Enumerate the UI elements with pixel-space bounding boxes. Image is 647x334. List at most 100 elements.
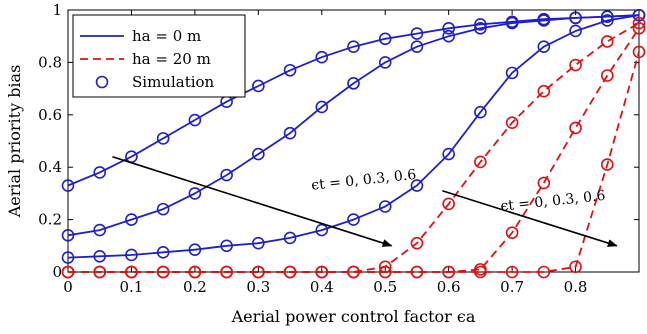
simulation-point bbox=[283, 126, 297, 140]
simulation-point bbox=[252, 236, 265, 250]
simulation-point bbox=[283, 63, 297, 77]
simulation-point bbox=[188, 113, 202, 127]
simulation-point bbox=[61, 229, 75, 242]
y-tick-label: 0.4 bbox=[38, 158, 62, 176]
series-line bbox=[67, 14, 640, 187]
simulation-point bbox=[410, 236, 424, 250]
x-tick-label: 0.7 bbox=[500, 278, 524, 296]
x-tick-label: 0.6 bbox=[437, 278, 461, 296]
simulation-point bbox=[283, 231, 297, 245]
simulation-point bbox=[220, 168, 233, 182]
x-tick-label: 0.5 bbox=[373, 278, 397, 296]
simulation-point bbox=[600, 158, 614, 171]
simulation-point bbox=[283, 265, 297, 279]
series-line bbox=[68, 51, 640, 273]
simulation-point bbox=[632, 45, 646, 59]
y-tick-label: 1 bbox=[52, 1, 62, 19]
simulation-point bbox=[315, 100, 329, 114]
simulation-point bbox=[505, 226, 519, 239]
simulation-point bbox=[347, 265, 360, 279]
simulation-point bbox=[188, 187, 202, 200]
simulation-point bbox=[442, 29, 455, 43]
simulation-point bbox=[378, 260, 392, 274]
simulation-point bbox=[315, 50, 329, 64]
simulation-point bbox=[505, 66, 519, 80]
simulation-point bbox=[378, 265, 392, 279]
simulation-point bbox=[474, 18, 487, 31]
simulation-point bbox=[252, 147, 265, 161]
simulation-point bbox=[93, 223, 107, 237]
simulation-point bbox=[156, 246, 170, 259]
simulation-point bbox=[569, 260, 582, 274]
y-tick-label: 0.8 bbox=[38, 53, 62, 71]
legend-box bbox=[72, 14, 246, 98]
simulation-point bbox=[93, 265, 107, 279]
simulation-point bbox=[378, 200, 392, 213]
simulation-point bbox=[61, 179, 75, 192]
simulation-point bbox=[188, 243, 202, 257]
simulation-point bbox=[505, 116, 519, 129]
simulation-point bbox=[315, 223, 329, 237]
simulation-point bbox=[410, 179, 424, 192]
simulation-point bbox=[61, 251, 75, 264]
simulation-point bbox=[347, 213, 360, 226]
simulation-point bbox=[632, 16, 646, 30]
simulation-point bbox=[442, 197, 455, 211]
simulation-point bbox=[442, 147, 455, 161]
simulation-point bbox=[442, 265, 455, 279]
simulation-point bbox=[632, 22, 646, 35]
simulation-point bbox=[600, 14, 614, 27]
simulation-point bbox=[125, 265, 138, 279]
legend-label: Simulation bbox=[132, 73, 215, 91]
legend-marker bbox=[95, 75, 109, 89]
annotation-arrow bbox=[442, 190, 618, 247]
x-tick-label: 0.3 bbox=[246, 278, 270, 296]
annotation-arrow bbox=[112, 155, 393, 247]
simulation-point bbox=[600, 35, 614, 48]
y-axis-title: Aerial priority bias bbox=[5, 65, 24, 219]
simulation-point bbox=[600, 10, 614, 23]
simulation-point bbox=[220, 239, 233, 253]
simulation-point bbox=[347, 40, 360, 53]
simulation-point bbox=[410, 40, 424, 53]
y-tick-label: 0 bbox=[52, 263, 62, 281]
simulation-point bbox=[410, 27, 424, 40]
simulation-point bbox=[410, 265, 424, 279]
x-tick-label: 0.2 bbox=[183, 278, 207, 296]
x-tick-label: 0.1 bbox=[120, 278, 144, 296]
simulation-point bbox=[505, 16, 519, 30]
simulation-point bbox=[474, 105, 487, 119]
simulation-point bbox=[537, 14, 551, 27]
simulation-point bbox=[378, 32, 392, 46]
x-tick-label: 0.4 bbox=[310, 278, 334, 296]
simulation-point bbox=[347, 77, 360, 90]
simulation-point bbox=[600, 69, 614, 82]
simulation-point bbox=[125, 213, 138, 226]
simulation-point bbox=[569, 58, 582, 72]
x-axis-title: Aerial power control factor ϵa bbox=[231, 307, 476, 326]
simulation-point bbox=[156, 202, 170, 216]
simulation-point bbox=[220, 265, 233, 279]
simulation-point bbox=[474, 22, 487, 35]
simulation-point bbox=[156, 265, 170, 279]
x-tick-label: 0 bbox=[63, 278, 73, 296]
simulation-point bbox=[474, 155, 487, 169]
legend: ha = 0 m ha = 20 m Simulation bbox=[72, 14, 246, 98]
simulation-point bbox=[188, 265, 202, 279]
simulation-point bbox=[315, 265, 329, 279]
simulation-point bbox=[569, 11, 582, 25]
simulation-point bbox=[505, 265, 519, 279]
simulation-point bbox=[252, 79, 265, 93]
simulation-point bbox=[537, 265, 551, 279]
simulation-point bbox=[93, 249, 107, 263]
series-line bbox=[67, 14, 640, 237]
simulation-point bbox=[93, 166, 107, 179]
simulation-point bbox=[474, 265, 487, 279]
simulation-point bbox=[61, 265, 75, 279]
x-tick-label: 0.8 bbox=[564, 278, 588, 296]
y-tick-label: 0.2 bbox=[38, 211, 62, 229]
simulation-point bbox=[537, 40, 551, 53]
simulation-point bbox=[537, 176, 551, 190]
